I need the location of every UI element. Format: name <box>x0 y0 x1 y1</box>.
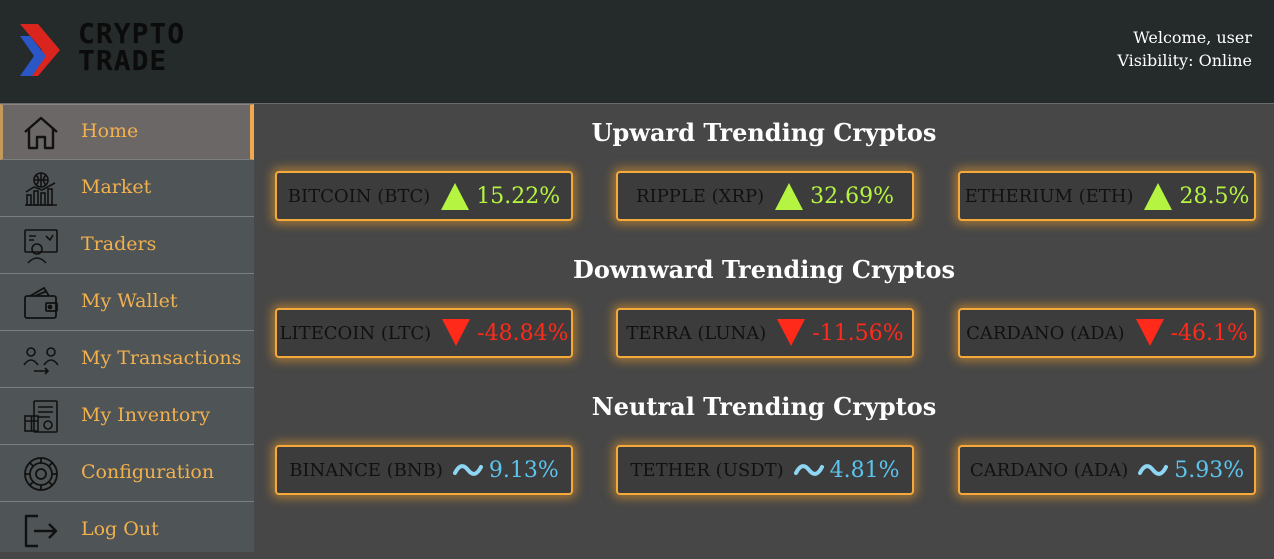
sidebar-item-label: Home <box>81 120 139 142</box>
user-status: Welcome, user Visibility: Online <box>1117 26 1252 72</box>
trend-neutral-icon <box>452 464 483 476</box>
trend-down-icon <box>777 319 806 346</box>
gear-icon <box>24 457 58 491</box>
sidebar-item-label: Market <box>81 176 152 198</box>
trend-up-icon <box>1144 183 1173 210</box>
trend-up-icon <box>441 183 470 210</box>
header: CRYPTO TRADE Welcome, user Visibility: O… <box>0 0 1274 104</box>
wallet-icon <box>24 286 58 319</box>
logout-icon <box>24 514 58 548</box>
crypto-card-usdt[interactable]: TETHER (USDT) 4.81% <box>616 445 914 495</box>
sidebar-item-label: Configuration <box>81 461 215 483</box>
crypto-card-bnb[interactable]: BINANCE (BNB) 9.13% <box>275 445 573 495</box>
sidebar-item-my-wallet[interactable]: My Wallet <box>0 275 254 331</box>
trend-neutral-icon <box>793 464 824 476</box>
trend-up-icon <box>775 183 804 210</box>
sidebar-item-traders[interactable]: Traders <box>0 218 254 274</box>
sidebar-item-market[interactable]: Market <box>0 161 254 217</box>
percent-change: 32.69% <box>810 183 895 209</box>
crypto-card-ada-neutral[interactable]: CARDANO (ADA) 5.93% <box>958 445 1256 495</box>
coin-name: ETHERIUM (ETH) <box>964 185 1134 207</box>
sidebar-item-label: Log Out <box>81 518 159 540</box>
neutral-section-title: Neutral Trending Cryptos <box>591 392 937 421</box>
percent-change: 4.81% <box>829 457 900 483</box>
market-icon <box>25 172 57 206</box>
coin-name: RIPPLE (XRP) <box>635 185 765 207</box>
welcome-text: Welcome, user <box>1133 28 1252 47</box>
coin-name: CARDANO (ADA) <box>969 459 1129 481</box>
sidebar-item-configuration[interactable]: Configuration <box>0 446 254 502</box>
downward-section-title: Downward Trending Cryptos <box>573 255 955 284</box>
coin-name: TERRA (LUNA) <box>626 322 767 344</box>
percent-change: -46.1% <box>1170 320 1248 346</box>
traders-icon <box>24 229 58 264</box>
trend-neutral-icon <box>1138 464 1169 476</box>
coin-name: LITECOIN (LTC) <box>279 322 432 344</box>
sidebar: Home Market Traders <box>0 104 254 552</box>
sidebar-item-my-inventory[interactable]: My Inventory <box>0 389 254 445</box>
logo-text: CRYPTO TRADE <box>78 17 186 77</box>
percent-change: -48.84% <box>477 320 569 346</box>
logo-line-1: CRYPTO <box>78 17 186 50</box>
crypto-card-xrp[interactable]: RIPPLE (XRP) 32.69% <box>616 171 914 221</box>
percent-change: -11.56% <box>812 320 904 346</box>
logo[interactable]: CRYPTO TRADE <box>20 20 220 80</box>
sidebar-item-my-transactions[interactable]: My Transactions <box>0 332 254 388</box>
coin-name: CARDANO (ADA) <box>966 322 1125 344</box>
sidebar-item-label: My Inventory <box>81 404 211 426</box>
coin-name: BINANCE (BNB) <box>289 459 443 481</box>
sidebar-item-label: Traders <box>81 233 157 255</box>
crypto-card-ada-down[interactable]: CARDANO (ADA) -46.1% <box>958 308 1256 358</box>
trend-down-icon <box>442 319 471 346</box>
visibility-status: Visibility: Online <box>1117 51 1252 70</box>
crypto-card-btc[interactable]: BITCOIN (BTC) 15.22% <box>275 171 573 221</box>
percent-change: 28.5% <box>1179 183 1250 209</box>
coin-name: TETHER (USDT) <box>630 459 784 481</box>
home-icon <box>24 116 58 150</box>
trend-down-icon <box>1135 319 1164 346</box>
percent-change: 9.13% <box>488 457 559 483</box>
crypto-card-eth[interactable]: ETHERIUM (ETH) 28.5% <box>958 171 1256 221</box>
sidebar-item-label: My Wallet <box>81 290 178 312</box>
crypto-card-ltc[interactable]: LITECOIN (LTC) -48.84% <box>275 308 573 358</box>
sidebar-item-home[interactable]: Home <box>0 104 254 160</box>
percent-change: 15.22% <box>476 183 561 209</box>
coin-name: BITCOIN (BTC) <box>287 185 431 207</box>
crypto-card-luna[interactable]: TERRA (LUNA) -11.56% <box>616 308 914 358</box>
percent-change: 5.93% <box>1174 457 1245 483</box>
inventory-icon <box>24 400 58 433</box>
upward-section-title: Upward Trending Cryptos <box>591 118 937 147</box>
logo-chevron-icon <box>20 24 60 76</box>
transactions-icon <box>23 347 59 375</box>
logo-line-2: TRADE <box>78 44 168 77</box>
sidebar-item-log-out[interactable]: Log Out <box>0 503 254 559</box>
sidebar-item-label: My Transactions <box>81 347 242 369</box>
